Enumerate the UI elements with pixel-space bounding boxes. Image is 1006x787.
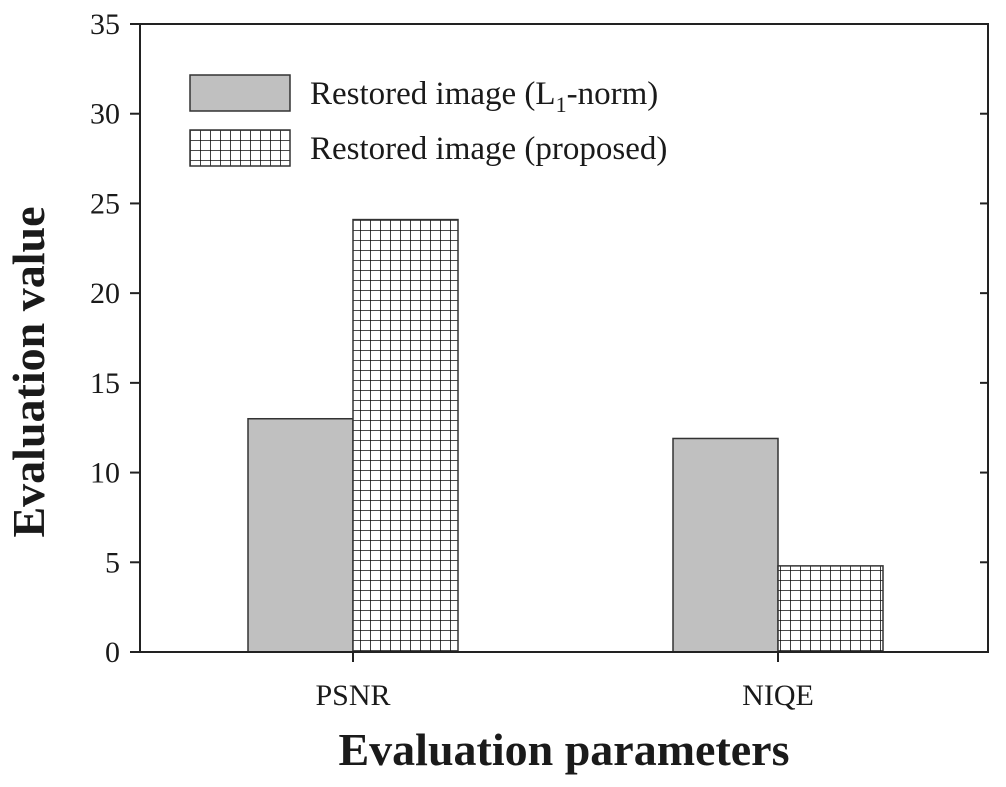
bars — [247, 218, 884, 653]
bar-niqe-series-2 — [777, 565, 884, 653]
x-axis: PSNR NIQE — [315, 652, 814, 712]
bar-niqe-series-1 — [672, 437, 779, 653]
y-tick-label: 30 — [90, 98, 120, 131]
bar-psnr-series-2 — [352, 218, 459, 653]
x-tick-label: PSNR — [315, 679, 390, 712]
y-tick-label: 20 — [90, 277, 120, 310]
x-axis-title: Evaluation parameters — [338, 724, 789, 775]
legend-swatch — [189, 129, 291, 167]
legend-label-part: -norm) — [567, 76, 659, 112]
legend: Restored image (L1-norm)Restored image (… — [189, 74, 667, 167]
plot-frame — [139, 23, 989, 653]
y-tick-label: 25 — [90, 187, 120, 220]
y-axis-title: Evaluation value — [3, 206, 54, 537]
y-tick-label: 10 — [90, 457, 120, 490]
y-tick-label: 15 — [90, 367, 120, 400]
y-tick-label: 35 — [90, 8, 120, 41]
x-tick-label: NIQE — [742, 679, 814, 712]
y-tick-label: 5 — [105, 546, 120, 579]
legend-swatch — [189, 74, 291, 112]
bar-psnr-series-1 — [247, 417, 354, 653]
legend-label-part: Restored image (L — [310, 76, 556, 112]
y-tick-label: 0 — [105, 636, 120, 669]
legend-label-part: Restored image (proposed) — [310, 131, 667, 167]
legend-label: Restored image (L1-norm) — [310, 76, 658, 117]
legend-label: Restored image (proposed) — [310, 131, 667, 167]
y-axis: 0 5 10 15 20 25 30 35 — [90, 8, 988, 669]
legend-label-part: 1 — [556, 92, 567, 117]
